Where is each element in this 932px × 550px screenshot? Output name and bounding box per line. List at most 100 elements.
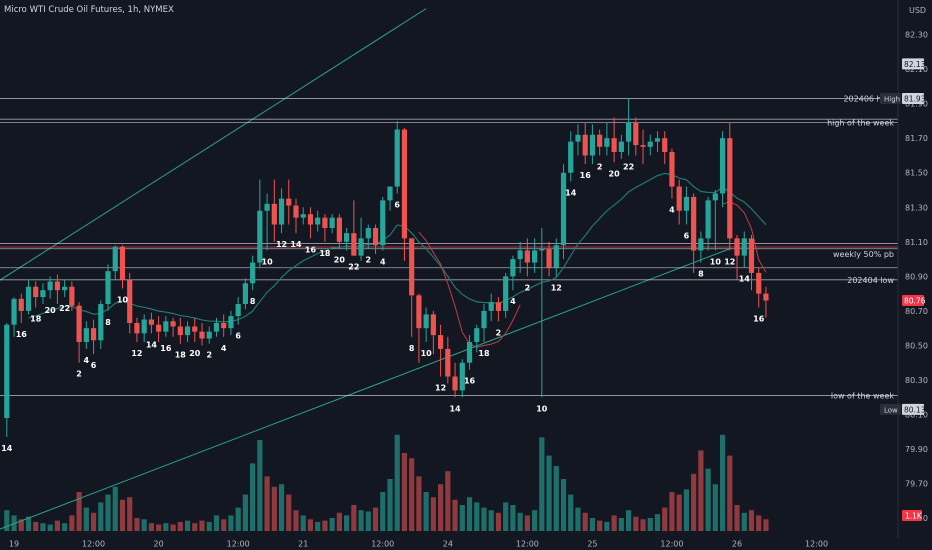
candle-body[interactable]	[278, 198, 285, 225]
candle-body[interactable]	[459, 362, 465, 391]
candle-body[interactable]	[734, 238, 740, 256]
candle-body[interactable]	[358, 238, 364, 256]
candle-body[interactable]	[315, 217, 321, 225]
candle-body[interactable]	[242, 283, 248, 304]
candle-body[interactable]	[748, 238, 755, 273]
candle-body[interactable]	[365, 228, 371, 239]
candle-body[interactable]	[625, 122, 632, 142]
candle-body[interactable]	[163, 321, 169, 332]
candle-body[interactable]	[741, 238, 747, 256]
candle-body[interactable]	[286, 198, 292, 206]
candle-body[interactable]	[452, 376, 458, 391]
candle-body[interactable]	[300, 214, 306, 218]
candle-body[interactable]	[510, 259, 516, 277]
candle-body[interactable]	[25, 286, 32, 311]
candle-body[interactable]	[582, 134, 588, 156]
candle-body[interactable]	[141, 319, 147, 334]
candle-body[interactable]	[416, 295, 422, 329]
candle-body[interactable]	[184, 326, 191, 336]
candle-body[interactable]	[698, 238, 704, 251]
candle-body[interactable]	[466, 342, 473, 363]
candle-body[interactable]	[98, 304, 104, 341]
candle-body[interactable]	[307, 214, 314, 225]
trendline[interactable]	[0, 8, 427, 285]
candle-body[interactable]	[380, 200, 386, 246]
candle-body[interactable]	[401, 129, 408, 239]
candle-body[interactable]	[329, 217, 335, 228]
candle-body[interactable]	[213, 323, 220, 332]
candle-body[interactable]	[683, 196, 690, 211]
candle-body[interactable]	[719, 138, 726, 194]
candle-body[interactable]	[192, 326, 198, 332]
candle-body[interactable]	[387, 186, 393, 201]
candle-body[interactable]	[264, 203, 270, 211]
candle-body[interactable]	[11, 298, 17, 325]
trendline[interactable]	[0, 248, 730, 532]
candle-body[interactable]	[156, 324, 162, 332]
candle-body[interactable]	[430, 314, 436, 336]
candle-body[interactable]	[83, 328, 89, 342]
candle-body[interactable]	[712, 193, 718, 201]
candle-body[interactable]	[756, 272, 762, 294]
candle-body[interactable]	[517, 250, 523, 260]
candle-body[interactable]	[40, 290, 46, 298]
candle-body[interactable]	[409, 238, 415, 296]
candle-body[interactable]	[90, 328, 97, 341]
candle-body[interactable]	[676, 186, 682, 211]
candle-body[interactable]	[640, 145, 646, 147]
candle-body[interactable]	[112, 247, 118, 272]
candle-body[interactable]	[647, 141, 653, 147]
candle-body[interactable]	[503, 276, 509, 311]
candle-body[interactable]	[372, 228, 379, 246]
candle-body[interactable]	[228, 316, 234, 329]
candle-body[interactable]	[54, 281, 61, 291]
candle-body[interactable]	[170, 321, 176, 327]
candle-body[interactable]	[127, 279, 133, 323]
candle-body[interactable]	[727, 138, 733, 239]
candle-body[interactable]	[546, 248, 552, 268]
candle-body[interactable]	[488, 302, 494, 311]
candle-body[interactable]	[474, 328, 480, 342]
candle-body[interactable]	[662, 138, 668, 152]
candle-body[interactable]	[553, 245, 559, 268]
candle-body[interactable]	[47, 281, 53, 291]
candle-body[interactable]	[705, 200, 711, 239]
candle-body[interactable]	[257, 210, 263, 263]
candle-body[interactable]	[206, 331, 212, 339]
candle-body[interactable]	[119, 247, 126, 280]
candle-body[interactable]	[4, 324, 10, 418]
candle-body[interactable]	[177, 326, 183, 336]
candle-body[interactable]	[481, 310, 487, 329]
candle-body[interactable]	[438, 335, 444, 349]
candle-body[interactable]	[394, 129, 400, 187]
candle-body[interactable]	[69, 286, 75, 306]
candle-body[interactable]	[495, 302, 502, 311]
candle-body[interactable]	[531, 250, 538, 263]
candle-body[interactable]	[604, 138, 610, 147]
candle-body[interactable]	[235, 304, 241, 317]
time-axis[interactable]	[0, 538, 932, 550]
candle-body[interactable]	[134, 323, 140, 334]
candle-body[interactable]	[654, 138, 661, 142]
candle-body[interactable]	[611, 138, 617, 152]
candle-body[interactable]	[633, 122, 639, 146]
candle-body[interactable]	[618, 141, 624, 152]
candle-body[interactable]	[250, 262, 256, 284]
candle-body[interactable]	[539, 248, 545, 251]
candle-body[interactable]	[336, 217, 342, 242]
candle-body[interactable]	[589, 134, 596, 156]
candle-body[interactable]	[669, 152, 675, 187]
candle-body[interactable]	[560, 172, 567, 246]
candle-body[interactable]	[423, 314, 429, 329]
candle-body[interactable]	[524, 250, 530, 263]
candle-body[interactable]	[568, 141, 574, 173]
candle-body[interactable]	[293, 205, 299, 218]
candle-body[interactable]	[575, 134, 581, 142]
candle-body[interactable]	[597, 134, 603, 147]
candle-body[interactable]	[763, 293, 769, 301]
candle-body[interactable]	[271, 203, 277, 225]
candle-body[interactable]	[148, 319, 154, 325]
candle-body[interactable]	[445, 348, 451, 377]
